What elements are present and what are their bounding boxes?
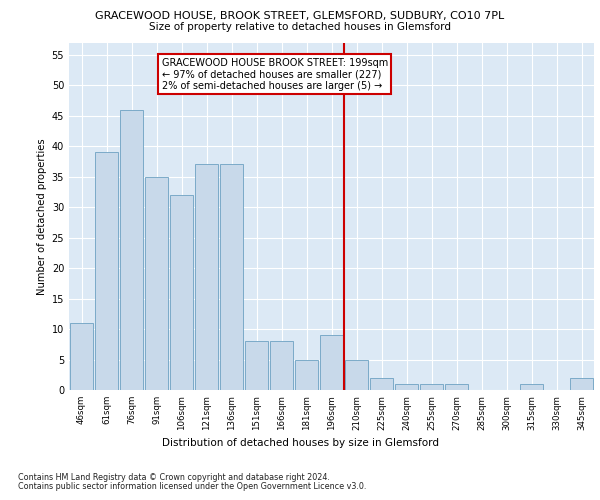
Bar — [419, 384, 443, 390]
Bar — [344, 360, 368, 390]
Bar — [269, 341, 293, 390]
Bar — [170, 195, 193, 390]
Bar — [445, 384, 469, 390]
Bar — [70, 323, 94, 390]
Bar — [95, 152, 118, 390]
Bar — [245, 341, 268, 390]
Text: Size of property relative to detached houses in Glemsford: Size of property relative to detached ho… — [149, 22, 451, 32]
Text: Distribution of detached houses by size in Glemsford: Distribution of detached houses by size … — [161, 438, 439, 448]
Bar — [569, 378, 593, 390]
Bar — [119, 110, 143, 390]
Bar — [320, 335, 343, 390]
Bar — [145, 176, 169, 390]
Bar — [520, 384, 544, 390]
Bar — [370, 378, 394, 390]
Text: Contains HM Land Registry data © Crown copyright and database right 2024.: Contains HM Land Registry data © Crown c… — [18, 472, 330, 482]
Bar — [220, 164, 244, 390]
Text: GRACEWOOD HOUSE, BROOK STREET, GLEMSFORD, SUDBURY, CO10 7PL: GRACEWOOD HOUSE, BROOK STREET, GLEMSFORD… — [95, 11, 505, 21]
Text: Contains public sector information licensed under the Open Government Licence v3: Contains public sector information licen… — [18, 482, 367, 491]
Y-axis label: Number of detached properties: Number of detached properties — [37, 138, 47, 294]
Text: GRACEWOOD HOUSE BROOK STREET: 199sqm
← 97% of detached houses are smaller (227)
: GRACEWOOD HOUSE BROOK STREET: 199sqm ← 9… — [161, 58, 388, 91]
Bar — [395, 384, 418, 390]
Bar — [194, 164, 218, 390]
Bar — [295, 360, 319, 390]
